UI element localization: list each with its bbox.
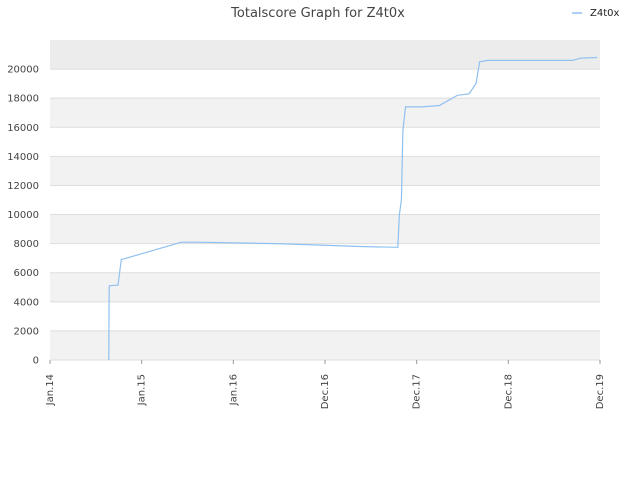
legend-label: Z4t0x	[590, 8, 619, 19]
plot-band	[50, 127, 600, 157]
x-tick-label: Jan.15	[137, 374, 148, 406]
chart-title: Totalscore Graph for Z4t0x	[230, 6, 405, 21]
plot-band	[50, 272, 600, 302]
y-tick-label: 12000	[7, 181, 39, 192]
plot-band	[50, 301, 600, 331]
x-tick-label: Jan.16	[228, 374, 239, 406]
y-tick-label: 18000	[7, 94, 39, 105]
plot-band	[50, 69, 600, 99]
y-tick-label: 14000	[7, 152, 39, 163]
x-tick-label: Dec.18	[503, 374, 514, 409]
legend: Z4t0x	[572, 8, 619, 19]
plot-band	[50, 98, 600, 128]
plot-band	[50, 214, 600, 244]
plot-bands	[50, 40, 600, 360]
x-tick-label: Dec.17	[412, 374, 423, 409]
y-axis-ticks: 0 2000 4000 6000 8000 10000 12000 14000 16000 180…	[7, 65, 39, 367]
plot-band	[50, 330, 600, 360]
plot-band	[50, 185, 600, 215]
y-tick-label: 6000	[14, 268, 39, 279]
y-tick-label: 0	[33, 356, 39, 367]
y-tick-label: 2000	[14, 326, 39, 337]
x-tick-label: Dec.16	[320, 374, 331, 409]
y-tick-label: 20000	[7, 65, 39, 76]
series-line	[108, 56, 598, 361]
x-tick-label: Dec.19	[595, 374, 606, 409]
y-tick-label: 8000	[14, 239, 39, 250]
plot-band	[50, 40, 600, 70]
x-axis-ticks: Jan.14 Jan.15 Jan.16 Dec.16 Dec.17 Dec.18 Dec.…	[45, 360, 606, 409]
plot-band	[50, 243, 600, 273]
y-tick-label: 16000	[7, 123, 39, 134]
x-tick-label: Jan.14	[45, 374, 56, 406]
series-group	[108, 56, 598, 361]
y-tick-label: 10000	[7, 210, 39, 221]
plot-band	[50, 156, 600, 186]
y-tick-label: 4000	[14, 297, 39, 308]
